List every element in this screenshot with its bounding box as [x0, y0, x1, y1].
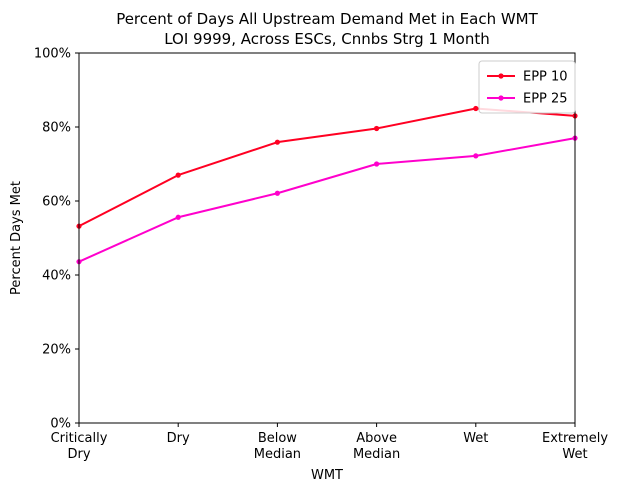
- legend-label: EPP 10: [523, 70, 568, 85]
- y-axis: 0% 20% 40% 60% 80% 100%: [34, 47, 79, 432]
- x-tick-label-line: Wet: [562, 447, 587, 462]
- x-axis-label: WMT: [311, 468, 343, 483]
- x-tick-label: Dry: [167, 431, 190, 446]
- x-tick-label-line: Critically: [51, 431, 108, 446]
- data-point: [374, 125, 380, 132]
- y-tick-label: 80%: [42, 121, 71, 136]
- data-point: [473, 153, 479, 159]
- x-tick-label: Wet: [463, 431, 488, 446]
- x-tick-label-line: Dry: [167, 431, 190, 446]
- x-tick-label: Above Median: [353, 431, 400, 462]
- legend-marker: [498, 73, 504, 79]
- x-tick-label-line: Median: [254, 447, 301, 462]
- series-line-2: [78, 137, 576, 263]
- chart-title: Percent of Days All Upstream Demand Met …: [116, 10, 538, 48]
- data-point: [374, 161, 380, 167]
- chart-title-line-2: LOI 9999, Across ESCs, Cnnbs Strg 1 Mont…: [164, 30, 490, 48]
- plot-area: [76, 105, 578, 265]
- legend-box: [478, 60, 576, 114]
- x-tick-label-line: Extremely: [542, 431, 608, 446]
- legend: EPP 10 EPP 25: [478, 60, 576, 114]
- x-tick-label: Critically Dry: [51, 431, 108, 462]
- x-tick-label-line: Below: [258, 431, 297, 446]
- x-tick-label: Extremely Wet: [542, 431, 608, 462]
- data-point: [274, 139, 280, 145]
- y-tick-label: 100%: [34, 47, 71, 62]
- series-line-1: [78, 107, 576, 228]
- y-tick-label: 60%: [42, 195, 71, 210]
- data-point: [175, 172, 181, 178]
- x-tick-label-line: Above: [356, 431, 397, 446]
- legend-marker: [498, 95, 504, 101]
- y-tick-label: 40%: [42, 269, 71, 284]
- chart-title-line-1: Percent of Days All Upstream Demand Met …: [116, 10, 538, 28]
- y-tick-label: 20%: [42, 343, 71, 358]
- y-tick-label: 0%: [50, 417, 71, 432]
- x-tick-label-line: Wet: [463, 431, 488, 446]
- data-point: [274, 190, 280, 196]
- x-tick-label-line: Dry: [67, 447, 90, 462]
- legend-label: EPP 25: [523, 92, 568, 107]
- data-point: [473, 105, 479, 112]
- y-axis-label: Percent Days Met: [9, 181, 24, 295]
- x-tick-label-line: Median: [353, 447, 400, 462]
- plot-frame: [78, 52, 576, 424]
- x-tick-label: Below Median: [254, 431, 301, 462]
- data-point: [175, 214, 181, 220]
